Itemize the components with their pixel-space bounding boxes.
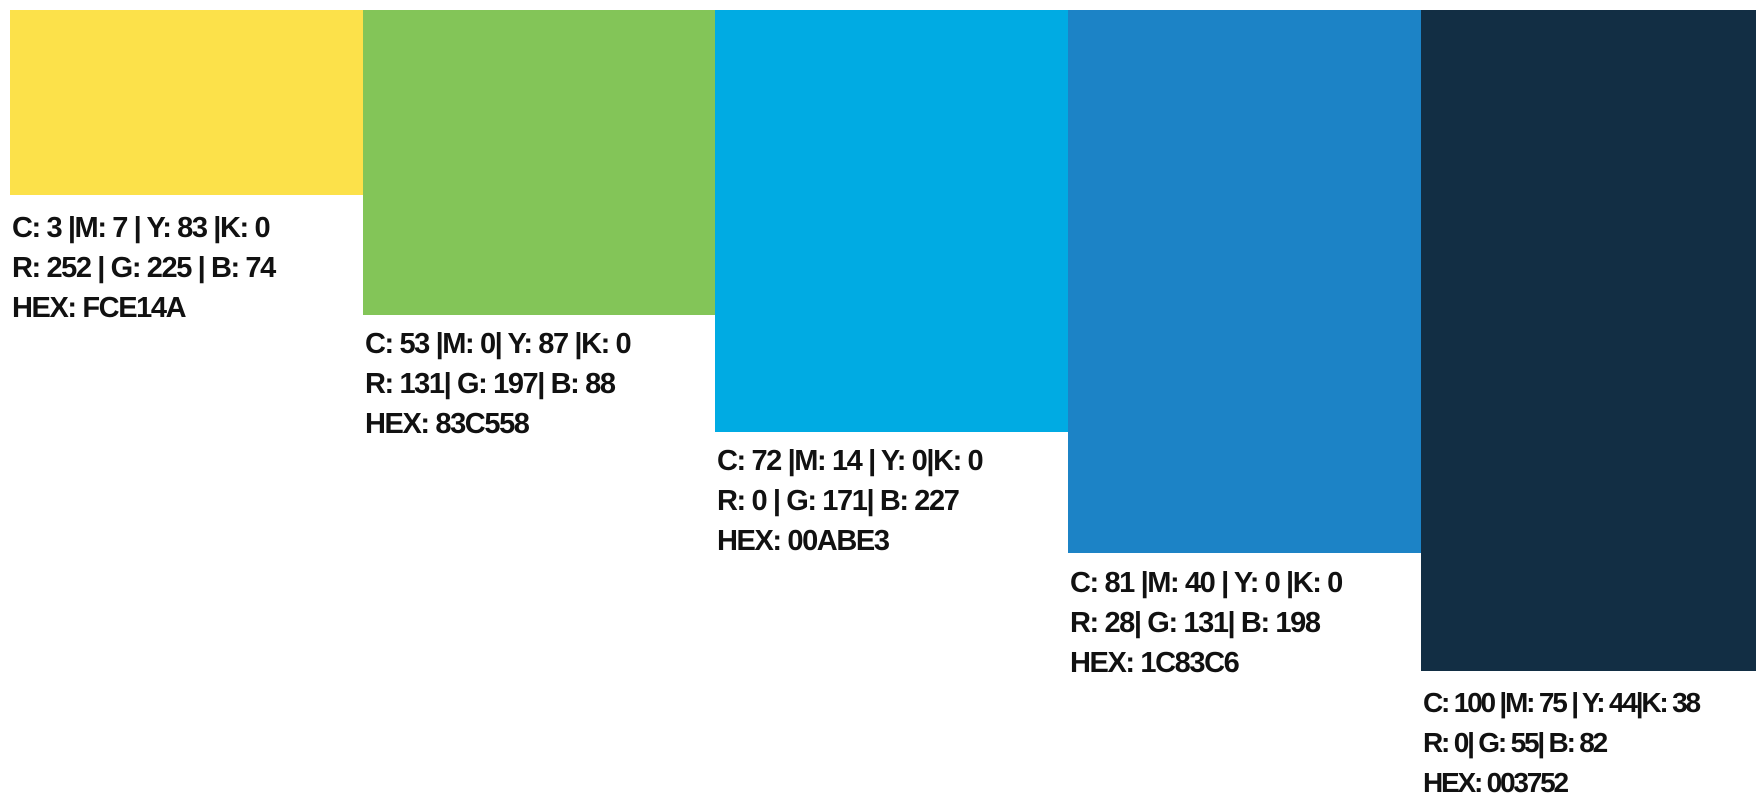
hex-value: HEX: 00ABE3: [717, 525, 890, 557]
cmyk-value: C: 81 |M: 40 | Y: 0 |K: 0: [1070, 567, 1343, 599]
swatch-labels: C: 53 |M: 0| Y: 87 |K: 0 R: 131| G: 197|…: [365, 324, 632, 444]
color-block-yellow: [10, 10, 363, 195]
color-block-navy: [1421, 10, 1756, 671]
color-block-green: [363, 10, 715, 315]
swatch-labels: C: 100 |M: 75 | Y: 44|K: 38 R: 0| G: 55|…: [1423, 683, 1701, 803]
cmyk-value: C: 100 |M: 75 | Y: 44|K: 38: [1423, 687, 1701, 718]
swatch-labels: C: 3 |M: 7 | Y: 83 |K: 0 R: 252 | G: 225…: [12, 208, 276, 328]
color-block-sky-blue: [715, 10, 1068, 432]
cmyk-value: C: 72 |M: 14 | Y: 0|K: 0: [717, 445, 984, 477]
cmyk-value: C: 3 |M: 7 | Y: 83 |K: 0: [12, 212, 271, 244]
swatch-labels: C: 81 |M: 40 | Y: 0 |K: 0 R: 28| G: 131|…: [1070, 563, 1343, 683]
rgb-value: R: 0| G: 55| B: 82: [1423, 727, 1608, 758]
hex-value: HEX: 83C558: [365, 408, 530, 440]
swatch-labels: C: 72 |M: 14 | Y: 0|K: 0 R: 0 | G: 171| …: [717, 441, 984, 561]
hex-value: HEX: 1C83C6: [1070, 647, 1240, 679]
rgb-value: R: 131| G: 197| B: 88: [365, 368, 616, 400]
rgb-value: R: 252 | G: 225 | B: 74: [12, 252, 276, 284]
hex-value: HEX: FCE14A: [12, 292, 187, 324]
rgb-value: R: 0 | G: 171| B: 227: [717, 485, 960, 517]
color-block-blue: [1068, 10, 1421, 553]
hex-value: HEX: 003752: [1423, 767, 1569, 798]
rgb-value: R: 28| G: 131| B: 198: [1070, 607, 1321, 639]
cmyk-value: C: 53 |M: 0| Y: 87 |K: 0: [365, 328, 632, 360]
